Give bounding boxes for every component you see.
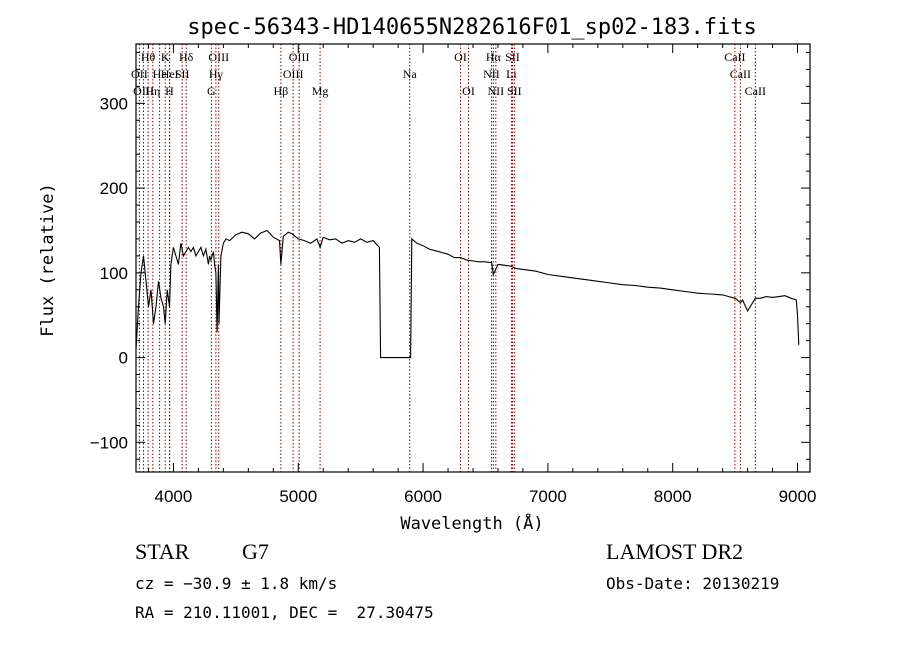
y-tick-label: 0 [119,349,128,368]
spectral-line-label: OIII [133,84,154,98]
spectral-line-label: HeI [161,67,179,81]
spectral-line-label: Hδ [179,50,194,64]
spectral-line-label: Hβ [274,84,289,98]
x-tick-label: 6000 [404,487,442,506]
spectral-line-label: He [153,67,167,81]
spectral-line-label: CaII [745,84,766,98]
x-tick-label: 4000 [155,487,193,506]
x-axis-ticks: 4000 5000 6000 7000 8000 9000 [147,44,817,506]
y-tick-label: 300 [100,94,128,113]
object-subclass: G7 [242,539,269,564]
y-tick-label: −100 [90,433,128,452]
spectral-line-label: Li [506,67,517,81]
x-tick-label: 5000 [279,487,317,506]
coords-text: RA = 210.11001, DEC = 27.30475 [135,603,434,622]
y-tick-label: 100 [100,264,128,283]
spectral-line-label: OIII [283,67,304,81]
spectral-line-label: H [165,84,174,98]
spectral-line-label: OIII [289,50,310,64]
spectral-line-label: Na [403,67,418,81]
survey-label: LAMOST DR2 [606,539,744,564]
velocity-text: cz = −30.9 ± 1.8 km/s [135,574,338,593]
x-tick-label: 7000 [529,487,567,506]
object-class: STAR [135,539,190,564]
spectral-line-label: SII [507,84,522,98]
spectral-line-label: G [207,84,216,98]
spectral-line-label: Hα [486,50,502,64]
x-tick-label: 9000 [779,487,817,506]
obs-date-text: Obs-Date: 20130219 [606,574,780,593]
spectral-line-label: OI [454,50,467,64]
spectral-line-label: NII [483,67,500,81]
spectral-line-markers [138,44,756,472]
spectral-line-label: CaII [724,50,745,64]
spectrum-line [135,229,800,359]
spectral-line-label: OII [131,67,148,81]
spectral-line-label: Hη [145,84,160,98]
spectral-line-label: Mg [312,84,329,98]
y-axis-label: Flux (relative) [38,183,58,337]
spectral-line-label: SII [175,67,190,81]
spectral-line-label: CaII [730,67,751,81]
y-tick-label: 200 [100,179,128,198]
chart-title: spec-56343-HD140655N282616F01_sp02-183.f… [187,15,757,40]
y-axis-ticks: −100 0 100 200 300 [90,51,810,460]
x-axis-label: Wavelength (Å) [400,512,543,534]
spectral-line-label: OIII [208,50,229,64]
spectral-line-label: Hγ [209,67,224,81]
spectral-line-label: K [161,50,170,64]
spectral-line-label: SII [505,50,520,64]
spectral-line-label: Hθ [141,50,156,64]
spectral-line-label: NII [488,84,505,98]
spectral-line-label: OI [462,84,475,98]
plot-frame [135,43,811,473]
x-tick-label: 8000 [654,487,692,506]
